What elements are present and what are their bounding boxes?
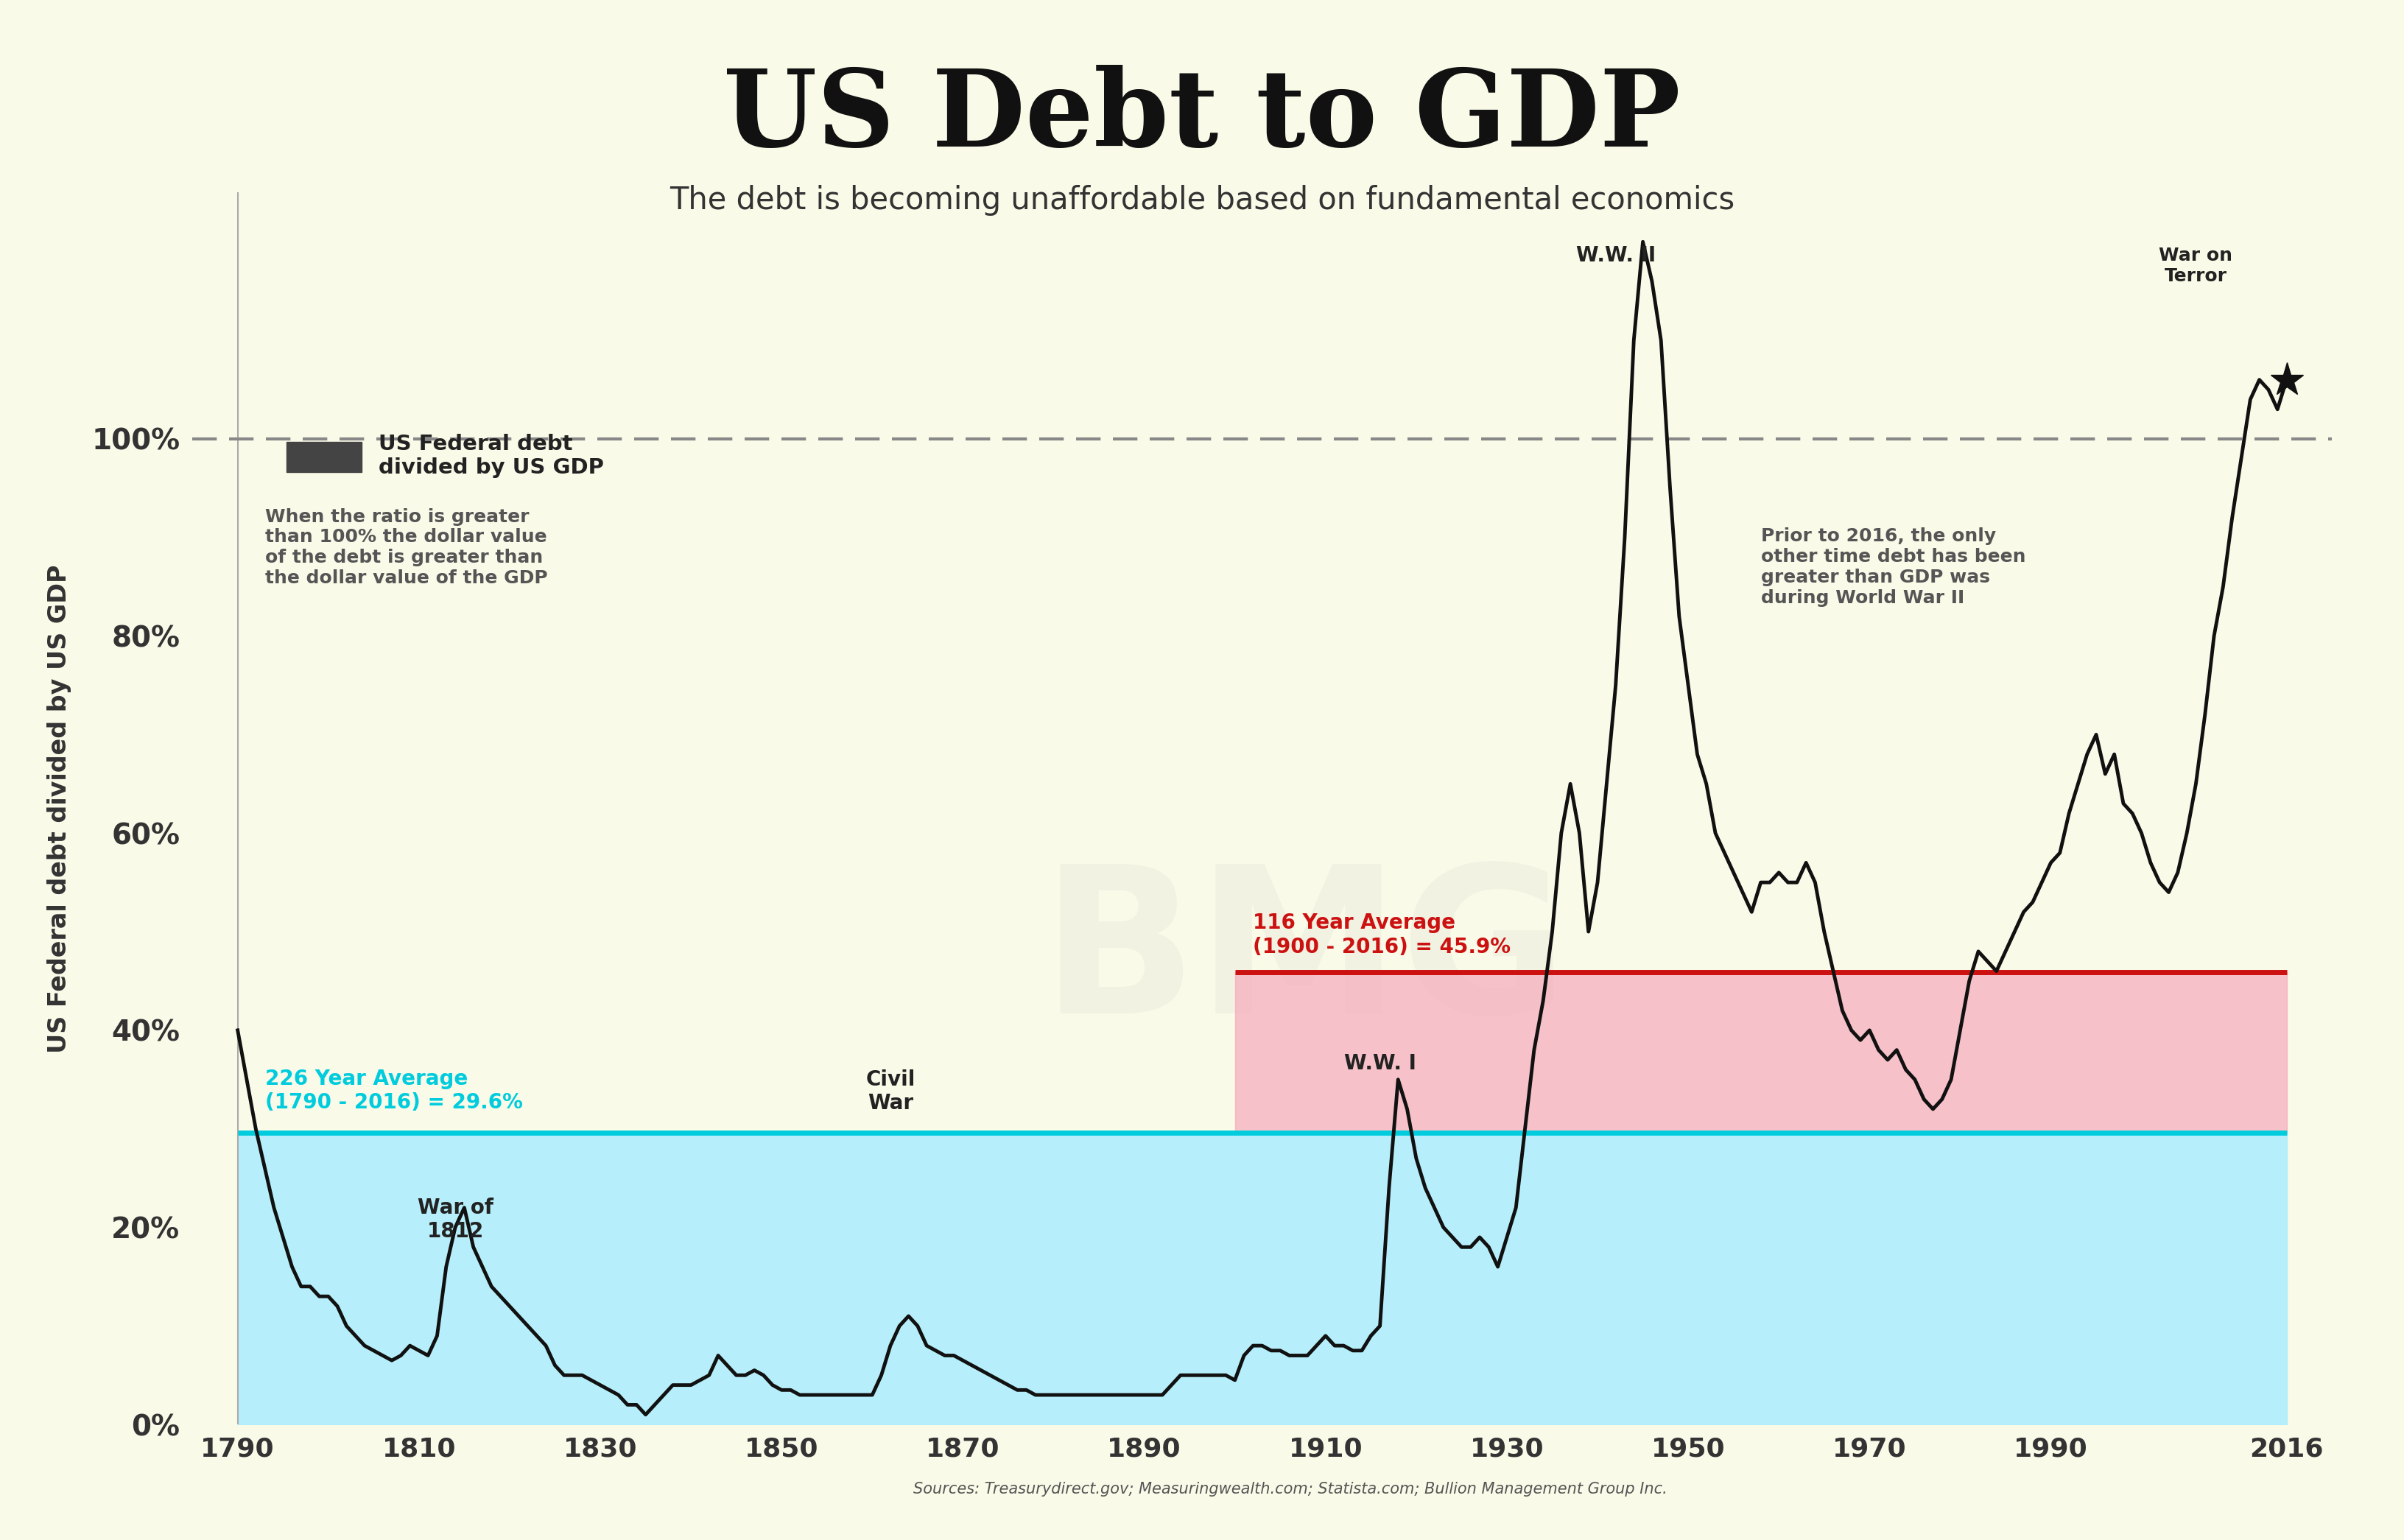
Text: The debt is becoming unaffordable based on fundamental economics: The debt is becoming unaffordable based …	[668, 185, 1736, 216]
Text: Civil
War: Civil War	[865, 1069, 916, 1113]
Text: War of
1812: War of 1812	[418, 1197, 493, 1241]
Text: BMG: BMG	[1041, 856, 1570, 1056]
Text: War on
Terror: War on Terror	[2159, 246, 2233, 285]
Text: Prior to 2016, the only
other time debt has been
greater than GDP was
during Wor: Prior to 2016, the only other time debt …	[1760, 528, 2027, 607]
Text: US Debt to GDP: US Debt to GDP	[724, 65, 1680, 168]
Legend: US Federal debt
divided by US GDP: US Federal debt divided by US GDP	[279, 425, 613, 487]
Text: When the ratio is greater
than 100% the dollar value
of the debt is greater than: When the ratio is greater than 100% the …	[264, 508, 548, 587]
Y-axis label: US Federal debt divided by US GDP: US Federal debt divided by US GDP	[46, 564, 72, 1053]
Text: 226 Year Average
(1790 - 2016) = 29.6%: 226 Year Average (1790 - 2016) = 29.6%	[264, 1069, 522, 1113]
Text: W.W. II: W.W. II	[1577, 245, 1656, 266]
Text: 116 Year Average
(1900 - 2016) = 45.9%: 116 Year Average (1900 - 2016) = 45.9%	[1252, 913, 1510, 958]
Text: Sources: Treasurydirect.gov; Measuringwealth.com; Statista.com; Bullion Manageme: Sources: Treasurydirect.gov; Measuringwe…	[914, 1481, 1668, 1497]
Text: W.W. I: W.W. I	[1344, 1053, 1416, 1073]
